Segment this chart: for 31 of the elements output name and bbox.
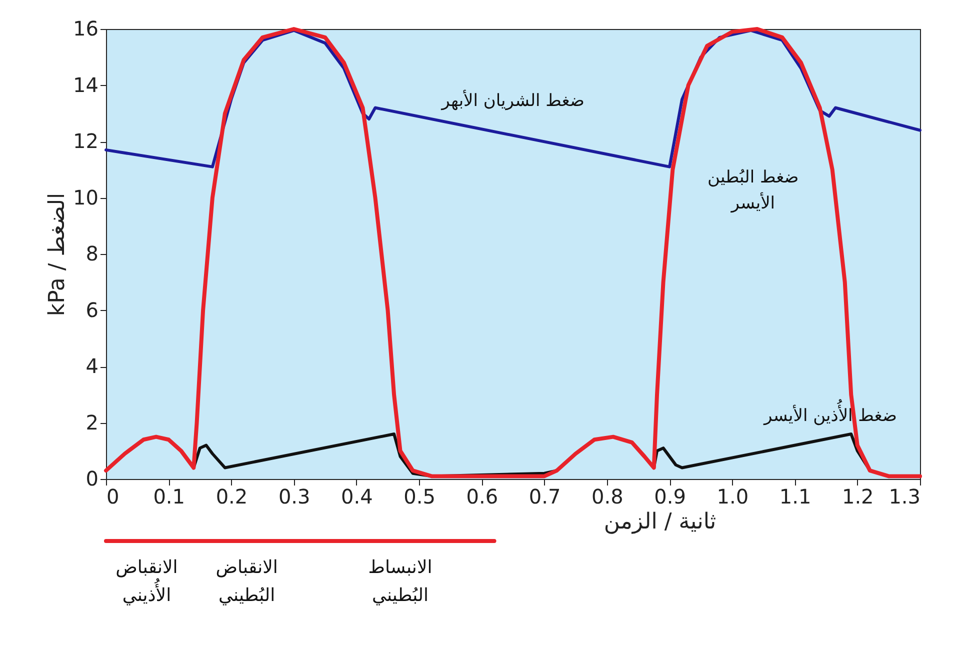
series-label: ضغط الشريان الأبهر — [440, 89, 584, 111]
y-tick-label: 10 — [73, 185, 98, 210]
text: الانقباض الأُذيني — [116, 557, 178, 606]
x-tick-label: 0.9 — [654, 484, 686, 508]
text: الانبساط البُطيني — [368, 557, 432, 606]
text: الانقباض البُطيني — [216, 557, 278, 606]
x-tick-label: 0.2 — [216, 484, 248, 508]
y-tick-label: 14 — [73, 72, 98, 97]
y-axis-title: kPa / الضغط — [45, 192, 70, 316]
series-label: ضغط الأُذين الأيسر — [762, 399, 897, 426]
x-tick-label: 1.2 — [842, 484, 874, 508]
x-tick-label: 0.1 — [153, 484, 186, 508]
x-axis-title: ثانية / الزمن — [604, 510, 716, 534]
y-tick-label: 12 — [73, 129, 98, 153]
y-tick-label: 16 — [73, 16, 98, 40]
x-tick-label: 0.5 — [404, 484, 436, 508]
x-tick-label: 0.8 — [592, 484, 624, 508]
x-tick-label: 0.7 — [528, 484, 561, 508]
x-tick-label: 1.1 — [779, 484, 812, 508]
x-tick-label: 0 — [106, 484, 120, 508]
y-tick-label: 6 — [86, 298, 98, 322]
y-tick-label: 0 — [86, 466, 98, 490]
x-tick-label: 1.3 — [888, 484, 920, 508]
x-tick-label: 0.4 — [341, 484, 373, 508]
x-tick-label: 0.3 — [278, 484, 310, 508]
x-tick-label: 1.0 — [716, 484, 749, 508]
y-tick-label: 4 — [86, 354, 98, 378]
y-tick-label: 8 — [86, 242, 98, 266]
y-tick-label: 2 — [86, 410, 98, 434]
x-tick-label: 0.6 — [466, 484, 498, 508]
series-label: ضغط البُطين الأيسر — [708, 168, 799, 214]
